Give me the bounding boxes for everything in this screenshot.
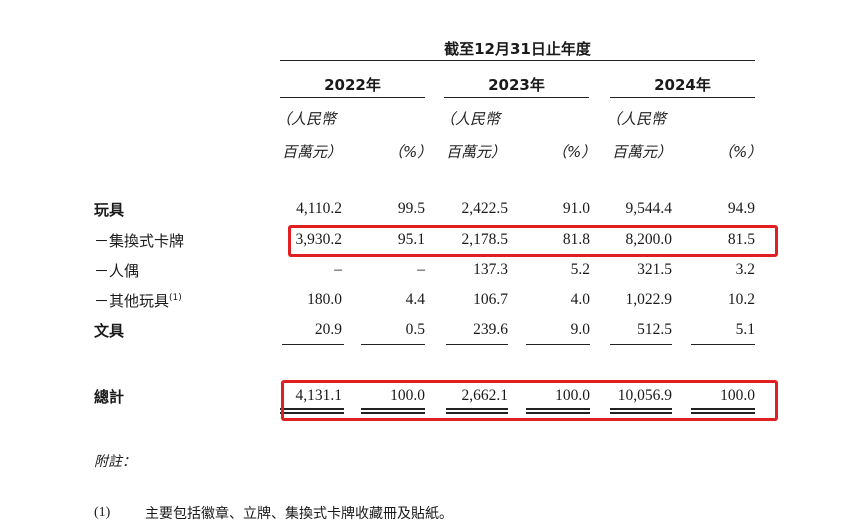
- total-double-rule-2023-amount: [446, 408, 508, 414]
- row-label-stationery: 文具: [94, 322, 125, 340]
- cell-total-2024-pct: 100.0: [720, 387, 755, 404]
- highlight-box-total: [281, 380, 778, 421]
- cell-figures-2022-pct: –: [417, 261, 425, 278]
- cell-cards-2022-pct: 95.1: [397, 231, 425, 248]
- cell-figures-2023-amount: 137.3: [473, 261, 508, 278]
- cell-cards-2024-pct: 81.5: [727, 231, 755, 248]
- cell-stationery-2024-pct: 5.1: [735, 321, 755, 338]
- cell-stationery-2023-amount: 239.6: [473, 321, 508, 338]
- cell-cards-2023-pct: 81.8: [562, 231, 590, 248]
- cell-stationery-2022-amount: 20.9: [314, 321, 342, 338]
- year-2022-underline: [280, 97, 425, 98]
- note-1-text: 主要包括徽章、立牌、集換式卡牌收藏冊及貼紙。: [145, 506, 453, 522]
- cell-total-2023-amount: 2,662.1: [461, 387, 509, 404]
- unit-2024-line1: （人民幣: [606, 110, 667, 128]
- total-double-rule-2022-pct: [361, 408, 425, 414]
- year-2022-header: 2022年: [324, 76, 381, 94]
- subtotal-rule-2024-amount: [610, 344, 672, 345]
- year-2024-header: 2024年: [654, 76, 711, 94]
- total-double-rule-2023-pct: [526, 408, 590, 414]
- cell-toys-2023-amount: 2,422.5: [461, 200, 509, 217]
- cell-other-2023-pct: 4.0: [570, 291, 590, 308]
- cell-other-2024-amount: 1,022.9: [625, 291, 673, 308]
- row-label-other-toys-text: －其他玩具: [94, 292, 170, 310]
- total-double-rule-2024-pct: [691, 408, 755, 414]
- notes-heading: 附註：: [94, 454, 136, 470]
- year-2024-underline: [610, 97, 755, 98]
- row-label-toys: 玩具: [94, 201, 125, 219]
- subtotal-rule-2022-pct: [361, 344, 425, 345]
- unit-2022-line2: 百萬元）: [282, 143, 343, 161]
- cell-cards-2022-amount: 3,930.2: [295, 231, 343, 248]
- total-double-rule-2024-amount: [610, 408, 672, 414]
- period-underline: [280, 60, 755, 61]
- cell-other-2022-pct: 4.4: [405, 291, 425, 308]
- note-1-marker: (1): [94, 505, 111, 520]
- total-double-rule-2022-amount: [280, 408, 344, 414]
- cell-toys-2022-pct: 99.5: [397, 200, 425, 217]
- cell-figures-2022-amount: –: [334, 261, 342, 278]
- subtotal-rule-2024-pct: [691, 344, 755, 345]
- cell-total-2024-amount: 10,056.9: [617, 387, 672, 404]
- cell-cards-2024-amount: 8,200.0: [625, 231, 673, 248]
- cell-other-2022-amount: 180.0: [307, 291, 342, 308]
- cell-figures-2024-amount: 321.5: [637, 261, 672, 278]
- cell-total-2022-pct: 100.0: [390, 387, 425, 404]
- subtotal-rule-2023-amount: [446, 344, 508, 345]
- period-heading: 截至12月31日止年度: [444, 40, 591, 58]
- row-label-figures: －人偶: [94, 262, 140, 280]
- cell-figures-2024-pct: 3.2: [735, 261, 755, 278]
- cell-toys-2024-pct: 94.9: [727, 200, 755, 217]
- pct-2023: （%）: [552, 143, 597, 161]
- highlight-box-trading-cards: [288, 225, 778, 257]
- cell-toys-2023-pct: 91.0: [562, 200, 590, 217]
- cell-total-2022-amount: 4,131.1: [295, 387, 343, 404]
- cell-figures-2023-pct: 5.2: [570, 261, 590, 278]
- cell-other-2023-amount: 106.7: [473, 291, 508, 308]
- row-label-other-toys: －其他玩具(1): [94, 290, 182, 311]
- year-2023-underline: [444, 97, 589, 98]
- cell-stationery-2023-pct: 9.0: [570, 321, 590, 338]
- footnote-ref: (1): [169, 293, 182, 303]
- cell-total-2023-pct: 100.0: [555, 387, 590, 404]
- cell-stationery-2022-pct: 0.5: [405, 321, 425, 338]
- unit-2022-line1: （人民幣: [276, 110, 337, 128]
- pct-2022: （%）: [388, 143, 433, 161]
- year-2023-header: 2023年: [488, 76, 545, 94]
- unit-2023-line2: 百萬元）: [446, 143, 507, 161]
- pct-2024: （%）: [718, 143, 763, 161]
- cell-toys-2022-amount: 4,110.2: [296, 200, 342, 217]
- row-label-trading-cards: －集換式卡牌: [94, 232, 185, 250]
- row-label-total: 總計: [94, 388, 125, 406]
- cell-stationery-2024-amount: 512.5: [637, 321, 672, 338]
- subtotal-rule-2022-amount: [282, 344, 344, 345]
- subtotal-rule-2023-pct: [526, 344, 590, 345]
- unit-2024-line2: 百萬元）: [612, 143, 673, 161]
- cell-toys-2024-amount: 9,544.4: [625, 200, 673, 217]
- cell-cards-2023-amount: 2,178.5: [461, 231, 509, 248]
- unit-2023-line1: （人民幣: [440, 110, 501, 128]
- cell-other-2024-pct: 10.2: [727, 291, 755, 308]
